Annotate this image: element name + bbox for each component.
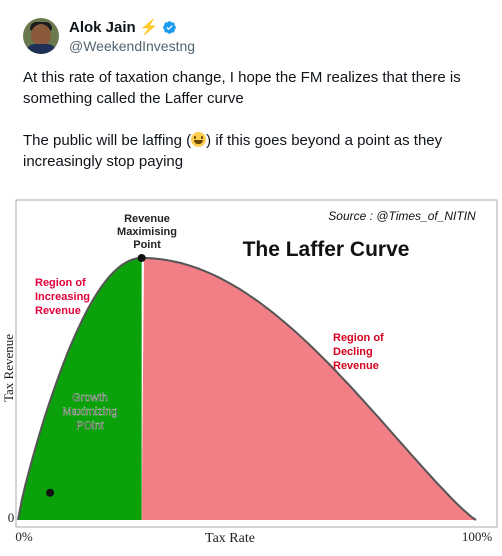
increasing-revenue-region	[18, 258, 142, 520]
right-region-annotation: Region of Decling Revenue	[333, 332, 384, 372]
x-tick-0: 0%	[15, 529, 33, 544]
laffer-curve-line	[17, 257, 477, 521]
tweet-text: At this rate of taxation change, I hope …	[23, 67, 483, 172]
tweet-paragraph-1: At this rate of taxation change, I hope …	[23, 69, 461, 107]
verified-badge-icon	[163, 20, 177, 34]
lightning-bolt-icon: ⚡	[139, 19, 159, 36]
grinning-face-icon	[191, 132, 207, 147]
peak-annotation: Revenue Maximising Point	[117, 213, 177, 251]
y-tick-0: 0	[8, 510, 15, 525]
growth-max-point	[46, 488, 55, 497]
x-tick-100: 100%	[462, 529, 493, 544]
author-row: Alok Jain ⚡	[69, 18, 177, 36]
growth-annotation: Growth Maximizing POint	[62, 392, 117, 432]
laffer-curve-chart: Source : @Times_of_NITIN The Laffer Curv…	[1, 199, 498, 546]
author-name[interactable]: Alok Jain	[69, 18, 136, 36]
revenue-max-point	[137, 254, 146, 262]
avatar[interactable]	[23, 18, 59, 54]
chart-title: The Laffer Curve	[243, 238, 410, 261]
author-handle[interactable]: @WeekendInvestng	[69, 38, 196, 54]
x-axis-label: Tax Rate	[205, 531, 255, 546]
left-region-annotation: Region of Increasing Revenue	[35, 277, 90, 317]
tweet-paragraph-2: The public will be laffing () if this go…	[23, 132, 443, 170]
declining-revenue-region	[141, 258, 476, 520]
chart-source: Source : @Times_of_NITIN	[328, 209, 476, 223]
y-axis-label: Tax Revenue	[1, 334, 16, 402]
